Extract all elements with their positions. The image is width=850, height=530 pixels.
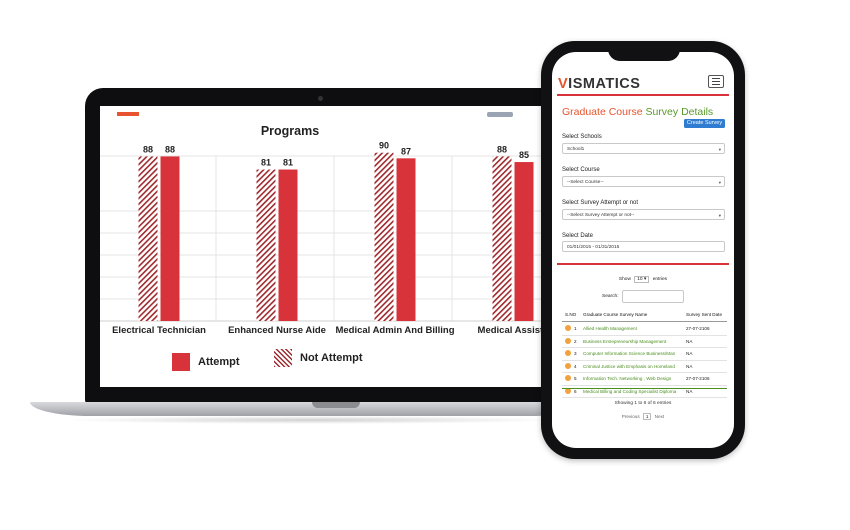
laptop-opening-notch <box>312 402 360 408</box>
header-divider <box>557 94 729 96</box>
chart-title: Programs <box>260 124 320 138</box>
legend-attempt: Attempt <box>172 353 240 371</box>
camera-dot <box>318 96 323 101</box>
bar-value-label: 88 <box>497 144 507 154</box>
bar-value-label: 81 <box>261 158 271 168</box>
expand-row-icon[interactable] <box>565 362 571 369</box>
chart-legend: Attempt Not Attempt <box>172 349 472 375</box>
legend-not-attempt: Not Attempt <box>274 349 363 367</box>
expand-row-icon[interactable] <box>565 325 571 331</box>
phone-notch <box>608 47 680 61</box>
bar-not-attempt[interactable] <box>138 156 158 321</box>
search-label: Search: <box>602 294 619 299</box>
menu-toggle-fragment[interactable] <box>487 112 513 117</box>
bar-value-label: 88 <box>165 144 175 154</box>
category-label: Enhanced Nurse Aide <box>228 325 326 336</box>
survey-sent-date: NA <box>686 351 693 356</box>
chevron-down-icon: ▾ <box>718 213 721 218</box>
row-number: 5 <box>574 376 577 381</box>
table-row[interactable]: 3 Computer Information Science Business/M… <box>562 347 727 361</box>
page-title: Graduate Course Survey Details <box>562 106 714 118</box>
select-schools-label: Select Schools <box>562 134 602 140</box>
bar-value-label: 85 <box>519 150 529 160</box>
vismatics-logo[interactable]: VISMATICS <box>558 76 641 92</box>
pagination-next[interactable]: Next <box>654 414 665 419</box>
bar-not-attempt[interactable] <box>374 152 394 321</box>
survey-name-link[interactable]: Business Entrepreneurship Management <box>583 338 667 344</box>
table-row[interactable]: 5 Information Tech. Networking , Web Desi… <box>562 372 727 386</box>
category-label: Medical Admin And Billing <box>335 325 454 336</box>
chevron-down-icon: ▾ <box>718 147 721 152</box>
bar-attempt[interactable] <box>514 162 534 321</box>
col-header-name[interactable]: Graduate Course Survey Name <box>583 312 648 317</box>
survey-name-link[interactable]: Medical Billing and Coding Specialist Di… <box>583 388 677 394</box>
table-info: Showing 1 to 6 of 6 entries <box>614 401 672 406</box>
pagination-page[interactable]: 1 <box>642 413 652 420</box>
expand-row-icon[interactable] <box>565 387 571 394</box>
date-range-input[interactable]: 01/01/2015 - 01/31/2015 <box>562 241 725 252</box>
legend-label-attempt: Attempt <box>198 356 240 368</box>
search-input[interactable] <box>622 290 684 303</box>
legend-swatch-not-attempt <box>274 349 292 367</box>
survey-name-link[interactable]: Allied Health Management <box>583 326 637 331</box>
select-course-label: Select Course <box>562 167 600 173</box>
row-number: 3 <box>574 351 577 356</box>
expand-row-icon[interactable] <box>565 375 571 381</box>
row-number: 1 <box>574 326 577 331</box>
survey-sent-date: NA <box>686 363 693 369</box>
phone-screen: VISMATICS Graduate Course Survey Details… <box>552 52 734 448</box>
table-row[interactable]: 6 Medical Billing and Coding Specialist D… <box>562 385 727 398</box>
bar-attempt[interactable] <box>160 156 180 321</box>
form-divider <box>557 263 729 265</box>
col-header-sno[interactable]: S.NO <box>565 312 577 317</box>
category-label: Electrical Technician <box>112 325 206 336</box>
expand-row-icon[interactable] <box>565 337 571 344</box>
bar-value-label: 90 <box>379 141 389 151</box>
select-attempt-dropdown[interactable]: --Select Survey Attempt or not-- ▾ <box>562 209 725 220</box>
laptop-shadow <box>60 416 560 424</box>
table-footer-line <box>562 388 727 389</box>
row-number: 6 <box>574 388 577 394</box>
create-survey-button[interactable]: Create Survey <box>684 119 725 128</box>
entries-length-control: Show 10 ▾ entries <box>618 276 668 283</box>
pagination-previous[interactable]: Previous <box>621 414 640 419</box>
legend-swatch-attempt <box>172 353 190 371</box>
laptop-screen: Programs 88 88 Electrical Technician 81 81 En… <box>100 106 575 387</box>
row-number: 4 <box>574 363 577 369</box>
col-header-date[interactable]: Survey Sent Date <box>686 312 723 317</box>
bar-not-attempt[interactable] <box>492 156 512 321</box>
bar-value-label: 87 <box>401 146 411 156</box>
survey-sent-date: 27-07-2106 <box>686 376 710 381</box>
table-row[interactable]: 4 Criminal Justice with Emphasis on Homel… <box>562 360 727 373</box>
hamburger-menu-icon[interactable] <box>708 75 724 88</box>
chevron-down-icon: ▾ <box>718 180 721 185</box>
survey-sent-date: NA <box>686 338 693 344</box>
select-attempt-label: Select Survey Attempt or not <box>562 200 639 206</box>
table-row[interactable]: 1 Allied Health Management 27-07-2106 <box>562 322 727 336</box>
brand-logo-fragment <box>117 112 139 116</box>
survey-name-link[interactable]: Computer Information Science Business/Ma… <box>583 351 676 356</box>
expand-row-icon[interactable] <box>565 350 571 356</box>
bar-attempt[interactable] <box>278 169 298 321</box>
row-number: 2 <box>574 338 577 344</box>
legend-label-not-attempt: Not Attempt <box>300 352 363 364</box>
survey-sent-date: 27-07-2106 <box>686 326 710 331</box>
select-course-dropdown[interactable]: --Select Course-- ▾ <box>562 176 725 187</box>
select-date-label: Select Date <box>562 233 594 239</box>
bar-attempt[interactable] <box>396 158 416 321</box>
laptop-base <box>30 402 590 416</box>
table-row[interactable]: 2 Business Entrepreneurship Management NA <box>562 335 727 348</box>
programs-chart: 88 88 Electrical Technician 81 81 Enhanced Nu… <box>100 141 575 336</box>
survey-name-link[interactable]: Criminal Justice with Emphasis on Homela… <box>583 363 675 369</box>
survey-name-link[interactable]: Information Tech. Networking , Web Desig… <box>583 376 672 381</box>
category-label: Medical Assista <box>478 325 550 336</box>
table-header: S.NO Graduate Course Survey Name Survey … <box>562 309 727 322</box>
select-schools-dropdown[interactable]: School1 ▾ <box>562 143 725 154</box>
bar-value-label: 81 <box>283 158 293 168</box>
entries-select[interactable]: 10 ▾ <box>634 276 650 283</box>
survey-sent-date: NA <box>686 388 693 394</box>
bar-value-label: 88 <box>143 144 153 154</box>
pagination: Previous 1 Next <box>552 413 734 420</box>
bar-not-attempt[interactable] <box>256 169 276 321</box>
